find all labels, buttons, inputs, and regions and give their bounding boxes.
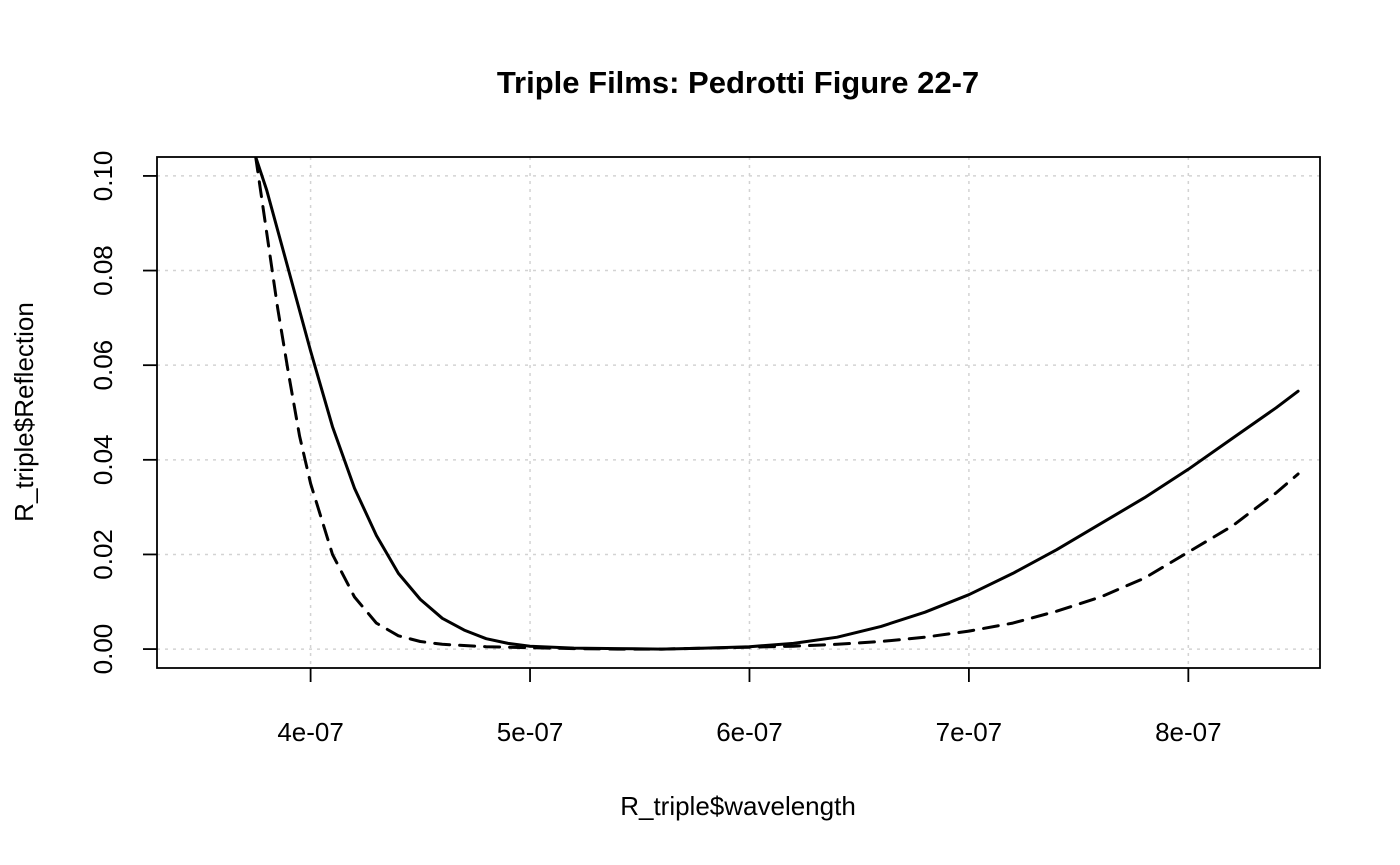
x-tick-label: 4e-07 xyxy=(277,717,344,747)
y-tick-label: 0.04 xyxy=(88,435,118,486)
x-axis-label: R_triple$wavelength xyxy=(620,791,856,821)
x-tick-label: 7e-07 xyxy=(936,717,1003,747)
chart-title: Triple Films: Pedrotti Figure 22-7 xyxy=(497,65,979,100)
grid-layer xyxy=(157,157,1320,668)
y-axis: 0.00 0.02 0.04 0.06 0.08 0.10 xyxy=(88,151,157,675)
x-tick-label: 5e-07 xyxy=(497,717,564,747)
y-tick-label: 0.00 xyxy=(88,624,118,675)
x-tick-label: 6e-07 xyxy=(716,717,783,747)
x-tick-label: 8e-07 xyxy=(1155,717,1222,747)
y-tick-label: 0.06 xyxy=(88,340,118,391)
y-tick-label: 0.08 xyxy=(88,245,118,296)
y-axis-label: R_triple$Reflection xyxy=(9,302,39,522)
plot-frame xyxy=(156,156,1321,669)
y-tick-label: 0.10 xyxy=(88,151,118,202)
series-layer xyxy=(254,157,1300,651)
y-tick-label: 0.02 xyxy=(88,529,118,580)
x-axis: 4e-07 5e-07 6e-07 7e-07 8e-07 xyxy=(277,668,1222,747)
series-line-dashed xyxy=(254,157,1300,651)
